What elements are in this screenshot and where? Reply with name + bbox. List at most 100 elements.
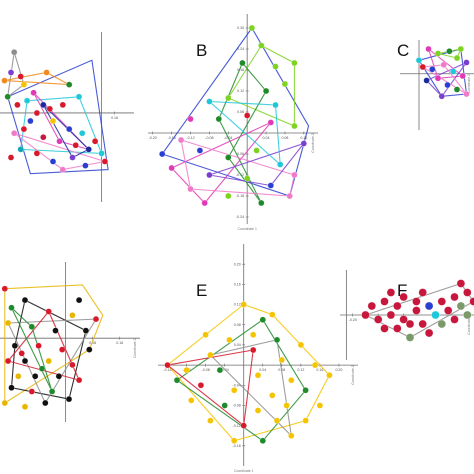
data-point <box>374 315 383 324</box>
y-tick-label: -0.18 <box>236 194 244 198</box>
y-tick-label: 0.18 <box>237 68 244 72</box>
data-point <box>32 373 39 380</box>
data-point <box>440 61 447 68</box>
data-point <box>405 333 415 342</box>
data-point <box>4 357 12 365</box>
y-tick-label: 0.04 <box>234 343 241 347</box>
x-tick-label: 0.04 <box>259 368 266 372</box>
data-point <box>463 90 470 98</box>
x-tick-label: 0.04 <box>263 136 270 140</box>
data-point <box>56 138 63 145</box>
y-axis-title: Coordinate 2 <box>311 133 315 153</box>
data-point <box>49 117 57 125</box>
data-point <box>11 49 18 56</box>
data-point <box>207 417 214 424</box>
data-point <box>453 54 461 62</box>
data-point <box>288 377 295 384</box>
data-point <box>196 147 204 154</box>
data-point <box>259 437 266 444</box>
y-tick-label: -0.08 <box>233 404 241 408</box>
data-point <box>425 45 432 53</box>
y-axis-title: Coordinate 2 <box>467 74 471 94</box>
data-point <box>75 296 83 304</box>
data-point <box>38 365 46 372</box>
x-tick-label: -0.16 <box>168 136 176 140</box>
y-tick-label: 0.20 <box>234 262 241 266</box>
data-point <box>21 357 29 365</box>
data-point <box>33 109 41 117</box>
data-point <box>291 59 298 67</box>
data-point <box>27 117 34 125</box>
data-point <box>225 192 232 200</box>
y-tick-label: 0.06 <box>237 110 244 114</box>
panel-letter: C <box>397 41 409 60</box>
data-point <box>453 86 461 93</box>
x-tick-label: -0.20 <box>149 136 157 140</box>
y-tick-label: -0.16 <box>233 444 241 448</box>
data-point <box>269 392 276 399</box>
data-point <box>7 154 15 161</box>
x-tick-label: 0.08 <box>281 136 288 140</box>
data-point <box>65 395 73 403</box>
data-point <box>386 310 396 320</box>
data-point <box>405 319 415 329</box>
y-tick-label: -0.24 <box>236 215 244 219</box>
data-point <box>231 437 238 444</box>
data-point <box>82 327 90 334</box>
data-point <box>17 146 24 153</box>
data-point <box>262 87 270 95</box>
data-point <box>59 166 66 173</box>
data-point <box>456 301 466 311</box>
x-tick-label: -0.12 <box>186 136 194 140</box>
data-point <box>4 93 11 100</box>
data-point <box>91 138 99 145</box>
data-point <box>183 366 190 374</box>
data-point <box>66 125 73 133</box>
y-axis-title: Coordinate 2 <box>351 365 355 385</box>
panel-f: -0.20-0.16-0.12Coordinate 2F <box>340 270 474 360</box>
y-tick-label: 0.08 <box>234 323 241 327</box>
panel-letter: B <box>196 41 207 60</box>
data-point <box>75 93 83 100</box>
data-point <box>69 154 76 161</box>
data-point <box>197 382 205 389</box>
x-tick-label: 0.12 <box>297 368 304 372</box>
data-point <box>450 315 459 324</box>
x-tick-label: -0.16 <box>163 368 171 372</box>
data-point <box>8 384 15 391</box>
data-point <box>20 125 28 133</box>
data-point <box>207 351 214 359</box>
data-point <box>240 301 247 308</box>
group-hull-line <box>209 142 306 187</box>
data-point <box>412 297 421 306</box>
y-tick-label: -0.12 <box>236 173 244 177</box>
data-point <box>361 310 370 320</box>
data-point <box>424 301 434 311</box>
data-point <box>300 140 307 147</box>
data-point <box>226 336 233 344</box>
data-point <box>446 48 453 55</box>
data-point <box>437 319 446 329</box>
y-axis-title: Coordinate 2 <box>133 338 137 358</box>
data-point <box>297 341 305 349</box>
data-point <box>393 324 402 333</box>
data-point <box>11 342 19 349</box>
data-point <box>66 81 73 88</box>
data-point <box>159 150 166 158</box>
data-point <box>85 146 92 153</box>
panel-b: -0.20 -0.16 -0.12 -0.08 -0.04 0.04 0.08 0.120.3… <box>148 14 318 231</box>
data-point <box>206 171 213 179</box>
data-point <box>429 66 436 73</box>
data-point <box>438 93 445 100</box>
data-point <box>72 142 79 149</box>
data-point <box>1 399 8 407</box>
y-tick-label: -0.06 <box>236 152 244 156</box>
data-point <box>79 130 86 137</box>
data-point <box>283 402 290 409</box>
data-point <box>393 301 402 311</box>
data-point <box>221 402 228 409</box>
data-point <box>278 356 285 364</box>
y-tick-label: 0.12 <box>234 303 241 307</box>
panel-letter: F <box>397 281 407 300</box>
